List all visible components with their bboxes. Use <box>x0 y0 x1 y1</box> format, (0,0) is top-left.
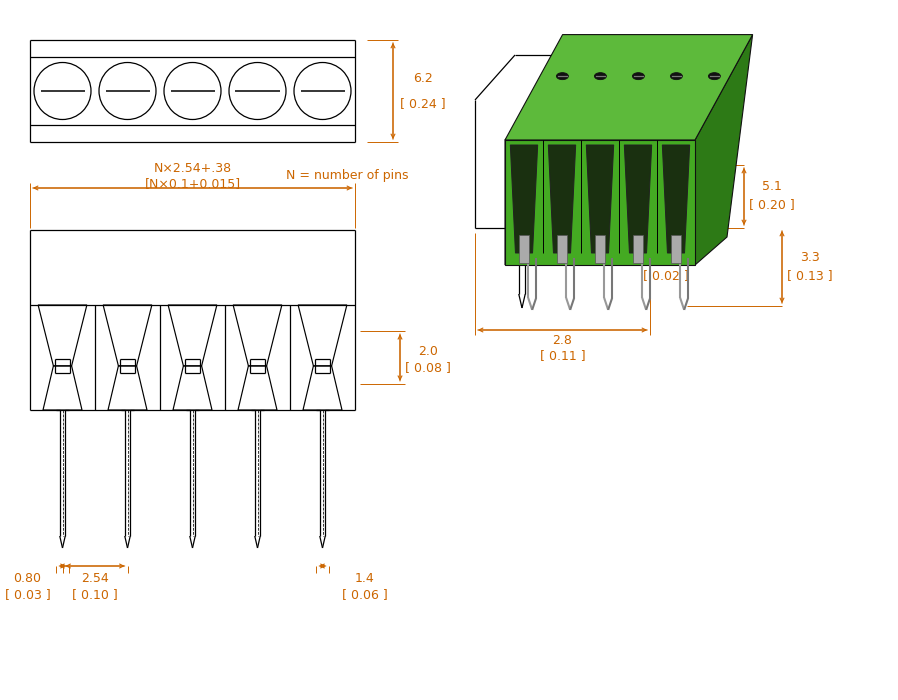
Text: 2.54: 2.54 <box>81 573 109 585</box>
Polygon shape <box>633 235 643 262</box>
Text: 2.8: 2.8 <box>552 333 572 346</box>
Text: N = number of pins: N = number of pins <box>286 169 409 181</box>
Polygon shape <box>672 235 681 262</box>
Ellipse shape <box>594 73 606 80</box>
Text: N×2.54+.38: N×2.54+.38 <box>154 162 232 174</box>
Polygon shape <box>505 112 537 265</box>
Polygon shape <box>586 145 613 253</box>
Polygon shape <box>663 145 690 253</box>
Text: 1.4: 1.4 <box>355 573 374 585</box>
Text: [N×0.1+0.015]: [N×0.1+0.015] <box>145 178 241 190</box>
Ellipse shape <box>671 73 682 80</box>
Text: [ 0.06 ]: [ 0.06 ] <box>341 589 387 601</box>
Polygon shape <box>558 235 567 262</box>
Text: [ 0.24 ]: [ 0.24 ] <box>401 97 445 111</box>
Polygon shape <box>505 34 753 140</box>
Text: 2.0: 2.0 <box>418 345 438 358</box>
Text: [ 0.11 ]: [ 0.11 ] <box>540 349 585 363</box>
Text: 5.1: 5.1 <box>762 180 782 193</box>
Polygon shape <box>519 235 529 262</box>
Text: [ 0.02 ]: [ 0.02 ] <box>643 270 689 283</box>
Polygon shape <box>695 34 753 265</box>
Polygon shape <box>624 145 652 253</box>
Text: [ 0.08 ]: [ 0.08 ] <box>405 361 451 374</box>
Text: 0.80: 0.80 <box>13 573 41 585</box>
Text: 3.3: 3.3 <box>800 251 820 265</box>
Polygon shape <box>595 235 604 262</box>
Text: 0.50: 0.50 <box>652 253 680 267</box>
Text: [ 0.10 ]: [ 0.10 ] <box>72 589 118 601</box>
Text: [ 0.03 ]: [ 0.03 ] <box>4 589 50 601</box>
Text: [ 0.20 ]: [ 0.20 ] <box>749 198 795 211</box>
Ellipse shape <box>557 73 568 80</box>
Ellipse shape <box>632 73 645 80</box>
Text: [ 0.13 ]: [ 0.13 ] <box>788 270 832 283</box>
Polygon shape <box>549 145 576 253</box>
Polygon shape <box>510 145 538 253</box>
Polygon shape <box>505 140 695 265</box>
Text: 6.2: 6.2 <box>413 71 433 85</box>
Ellipse shape <box>709 73 720 80</box>
